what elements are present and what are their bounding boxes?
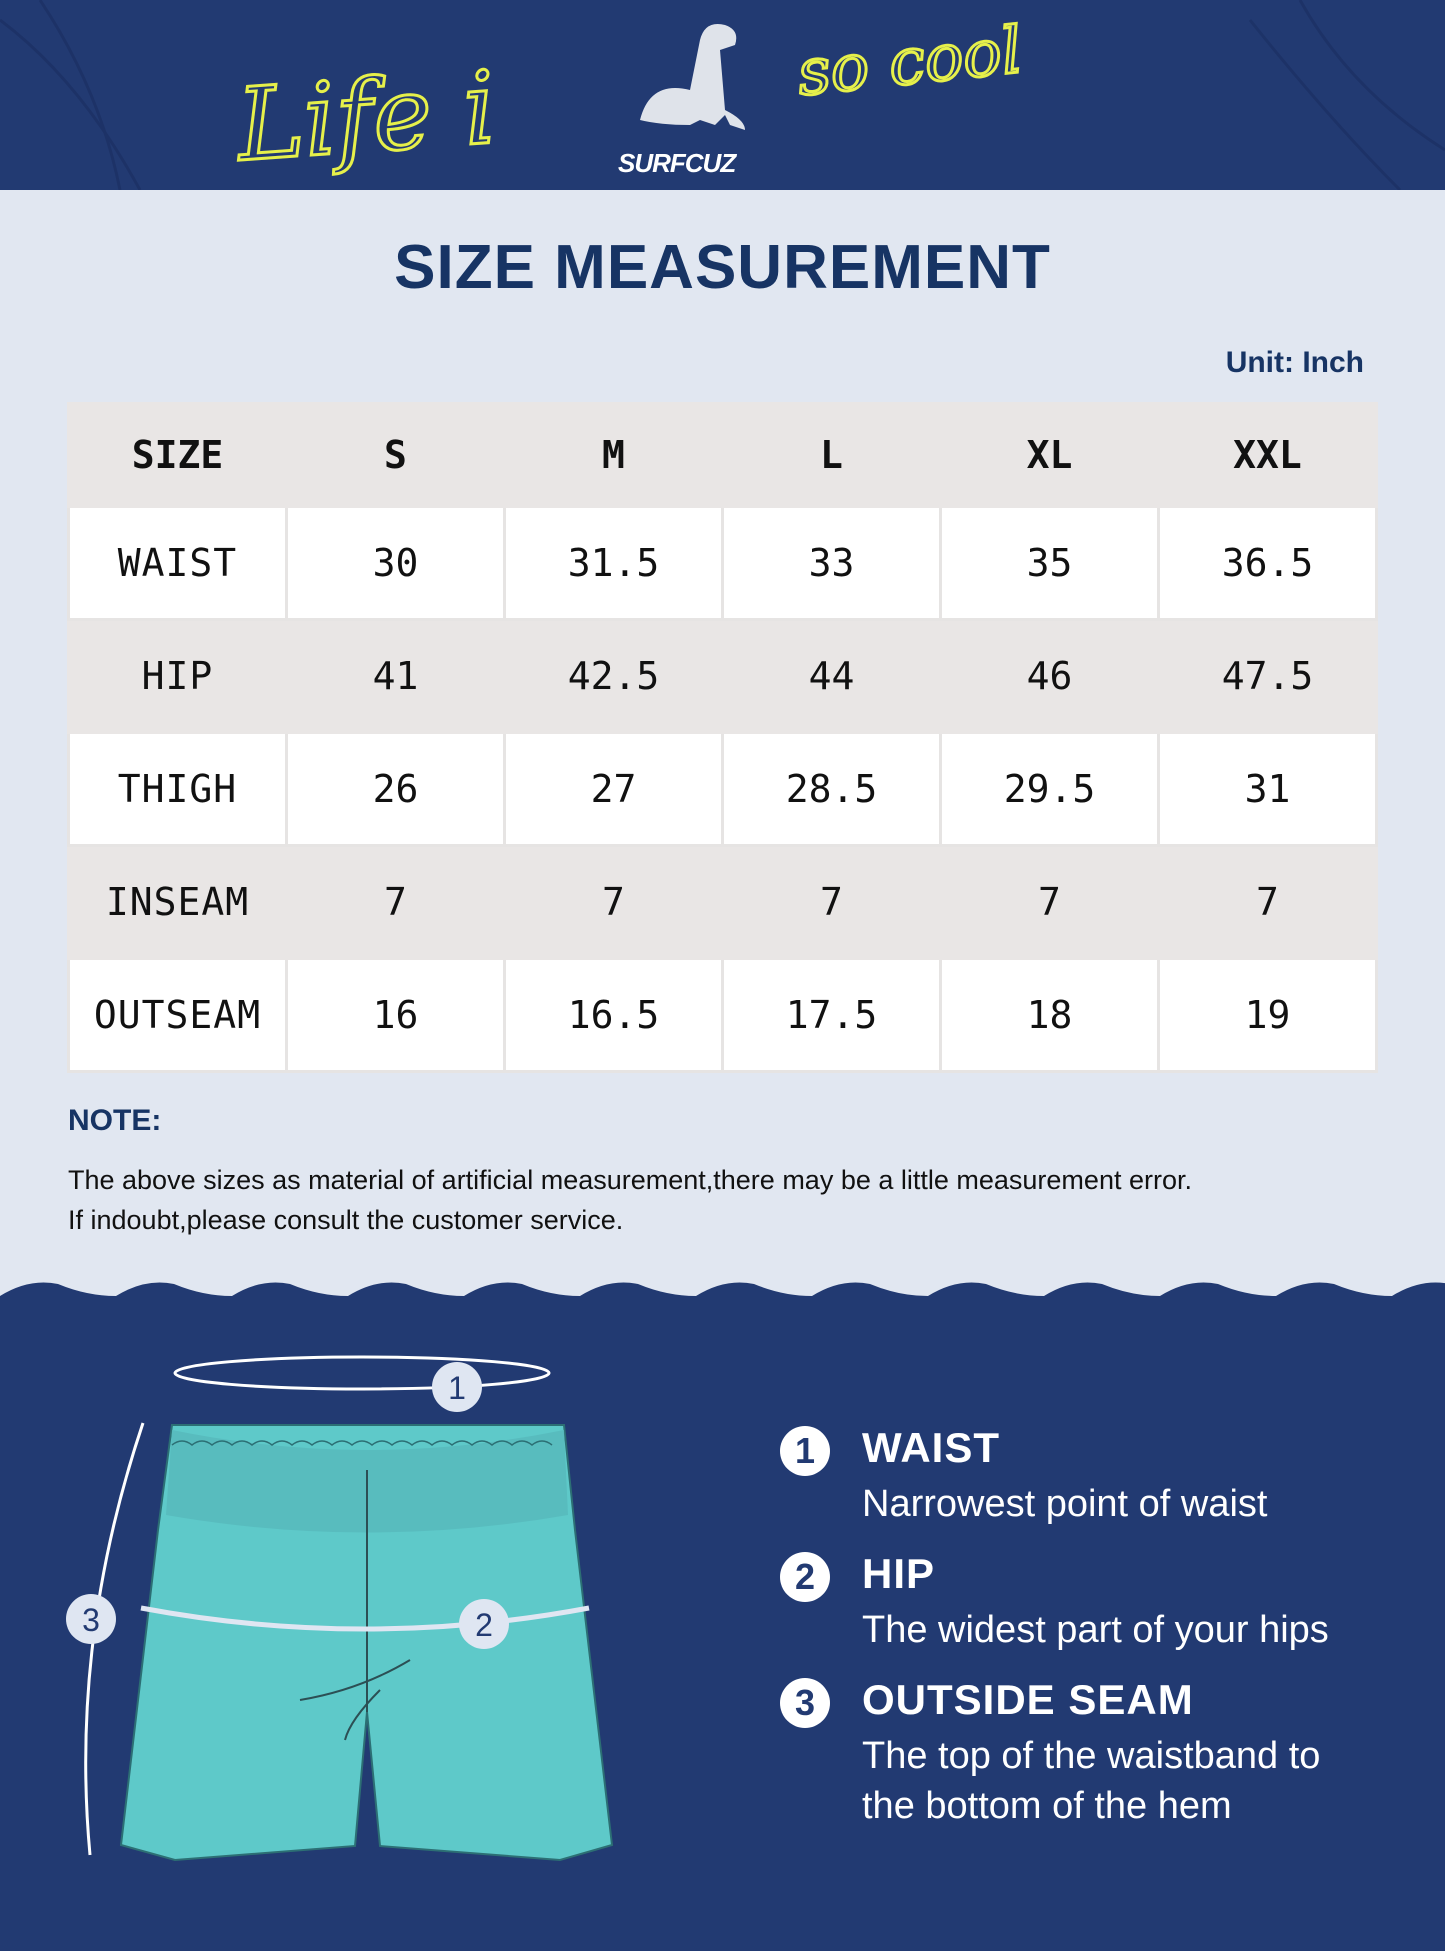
table-cell: 7 xyxy=(1157,844,1378,960)
script-text-life-is: Life i xyxy=(232,49,500,184)
header-cell: XXL xyxy=(1157,402,1378,508)
unit-label: Unit: Inch xyxy=(1225,346,1364,379)
marker-3: 3 xyxy=(66,1594,116,1644)
table-cell: 27 xyxy=(503,731,724,847)
table-cell: 18 xyxy=(939,957,1160,1073)
table-cell: 7 xyxy=(939,844,1160,960)
script-text-so-cool: so cool xyxy=(794,14,1026,111)
legend-item-waist: 1 WAIST Narrowest point of waist xyxy=(780,1424,1420,1550)
table-cell: 29.5 xyxy=(939,731,1160,847)
table-row: OUTSEAM 16 16.5 17.5 18 19 xyxy=(67,957,1378,1073)
legend-item-hip: 2 HIP The widest part of your hips xyxy=(780,1550,1420,1676)
legend-description: The widest part of your hips xyxy=(862,1609,1329,1651)
marker-2-label: 2 xyxy=(475,1607,493,1643)
table-row: INSEAM 7 7 7 7 7 xyxy=(67,844,1378,960)
legend-description: Narrowest point of waist xyxy=(862,1483,1268,1525)
legend-description-line: The top of the waistband to xyxy=(862,1735,1321,1777)
table-cell: 16.5 xyxy=(503,957,724,1073)
shorts-illustration xyxy=(119,1424,614,1862)
table-cell: 26 xyxy=(285,731,506,847)
number-badge: 2 xyxy=(780,1552,830,1602)
table-cell: 28.5 xyxy=(721,731,942,847)
table-cell: 19 xyxy=(1157,957,1378,1073)
table-cell: 7 xyxy=(503,844,724,960)
header-cell: SIZE xyxy=(67,402,288,508)
hip-measure-line xyxy=(140,1605,590,1632)
marker-1: 1 xyxy=(432,1362,482,1412)
logo: Life i so cool SURFCUZ xyxy=(0,0,1445,190)
table-row: THIGH 26 27 28.5 29.5 31 xyxy=(67,731,1378,847)
header-banner: Life i so cool SURFCUZ xyxy=(0,0,1445,190)
row-label: HIP xyxy=(67,618,288,734)
table-cell: 31 xyxy=(1157,731,1378,847)
number-badge: 1 xyxy=(780,1426,830,1476)
note-line: If indoubt,please consult the customer s… xyxy=(68,1205,624,1235)
table-cell: 17.5 xyxy=(721,957,942,1073)
number-badge: 3 xyxy=(780,1678,830,1728)
row-label: WAIST xyxy=(67,505,288,621)
header-cell: L xyxy=(721,402,942,508)
marker-3-label: 3 xyxy=(82,1602,100,1638)
table-cell: 7 xyxy=(285,844,506,960)
dinosaur-logo-icon xyxy=(640,24,745,130)
table-cell: 46 xyxy=(939,618,1160,734)
marker-1-label: 1 xyxy=(448,1370,466,1406)
note-text: The above sizes as material of artificia… xyxy=(68,1160,1428,1240)
legend-title: WAIST xyxy=(862,1424,1000,1471)
note-line: The above sizes as material of artificia… xyxy=(68,1165,1192,1195)
table-cell: 30 xyxy=(285,505,506,621)
table-cell: 36.5 xyxy=(1157,505,1378,621)
table-row: WAIST 30 31.5 33 35 36.5 xyxy=(67,505,1378,621)
marker-2: 2 xyxy=(459,1599,509,1649)
legend-item-outside-seam: 3 OUTSIDE SEAM The top of the waistband … xyxy=(780,1676,1420,1846)
table-cell: 35 xyxy=(939,505,1160,621)
table-cell: 33 xyxy=(721,505,942,621)
legend-description-line: the bottom of the hem xyxy=(862,1785,1232,1827)
table-row: HIP 41 42.5 44 46 47.5 xyxy=(67,618,1378,734)
table-header-row: SIZE S M L XL XXL xyxy=(67,402,1378,508)
table-cell: 47.5 xyxy=(1157,618,1378,734)
brand-name: SURFCUZ xyxy=(618,148,737,178)
page-title: SIZE MEASUREMENT xyxy=(394,233,1051,302)
header-cell: M xyxy=(503,402,724,508)
legend-title: OUTSIDE SEAM xyxy=(862,1676,1194,1723)
table-cell: 44 xyxy=(721,618,942,734)
note-heading: NOTE: xyxy=(68,1104,162,1137)
palm-leaves-decoration xyxy=(0,0,1445,190)
row-label: OUTSEAM xyxy=(67,957,288,1073)
table-cell: 7 xyxy=(721,844,942,960)
measurement-diagram: 1 2 3 xyxy=(0,1282,1445,1951)
waist-measure-ring xyxy=(173,1355,551,1391)
header-cell: XL xyxy=(939,402,1160,508)
measurement-legend: 1 WAIST Narrowest point of waist 2 HIP T… xyxy=(780,1424,1420,1846)
row-label: THIGH xyxy=(67,731,288,847)
table-cell: 31.5 xyxy=(503,505,724,621)
size-table: SIZE S M L XL XXL WAIST 30 31.5 33 35 36… xyxy=(67,402,1378,1073)
table-cell: 41 xyxy=(285,618,506,734)
header-cell: S xyxy=(285,402,506,508)
legend-title: HIP xyxy=(862,1550,936,1597)
legend-description: The top of the waistband to the bottom o… xyxy=(862,1731,1320,1831)
table-cell: 16 xyxy=(285,957,506,1073)
row-label: INSEAM xyxy=(67,844,288,960)
table-cell: 42.5 xyxy=(503,618,724,734)
